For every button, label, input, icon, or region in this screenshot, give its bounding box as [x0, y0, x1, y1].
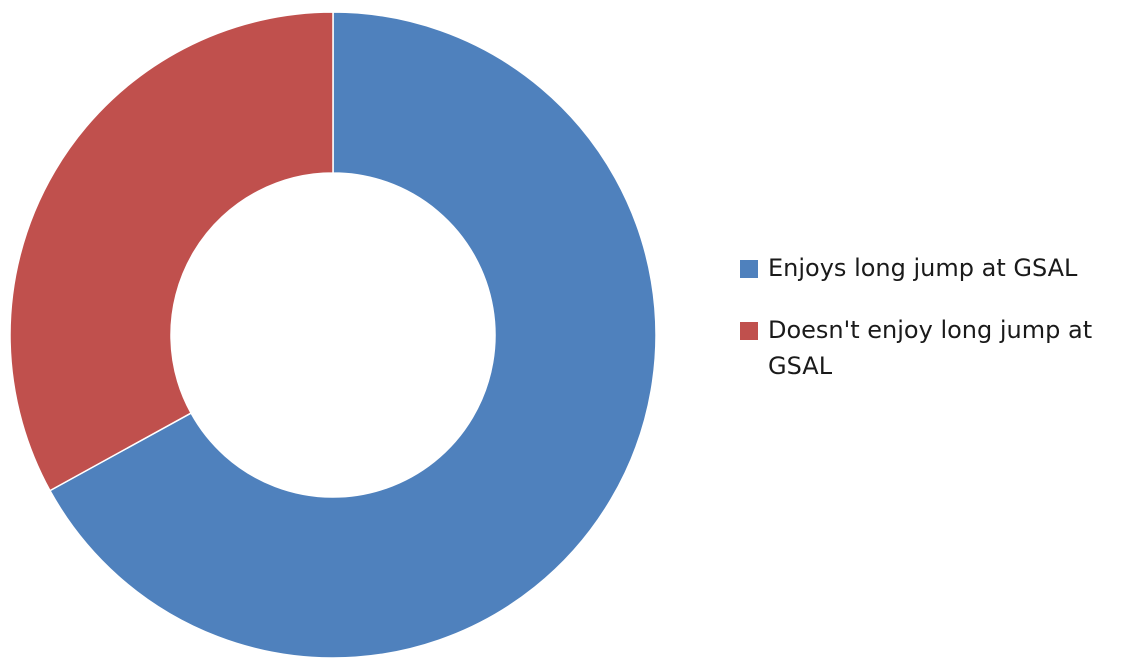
legend-label-enjoys: Enjoys long jump at GSAL: [768, 254, 1078, 282]
chart-legend: Enjoys long jump at GSAL Doesn't enjoy l…: [740, 250, 1110, 384]
legend-item-enjoys: Enjoys long jump at GSAL: [740, 250, 1110, 286]
legend-label-doesnt-enjoy: Doesn't enjoy long jump at GSAL: [768, 316, 1093, 380]
donut-slice-doesnt-enjoy: [9, 11, 334, 492]
legend-swatch-enjoys: [740, 260, 758, 278]
legend-item-doesnt-enjoy: Doesn't enjoy long jump at GSAL: [740, 312, 1110, 384]
legend-swatch-doesnt-enjoy: [740, 322, 758, 340]
donut-slice-enjoys: [48, 11, 657, 659]
